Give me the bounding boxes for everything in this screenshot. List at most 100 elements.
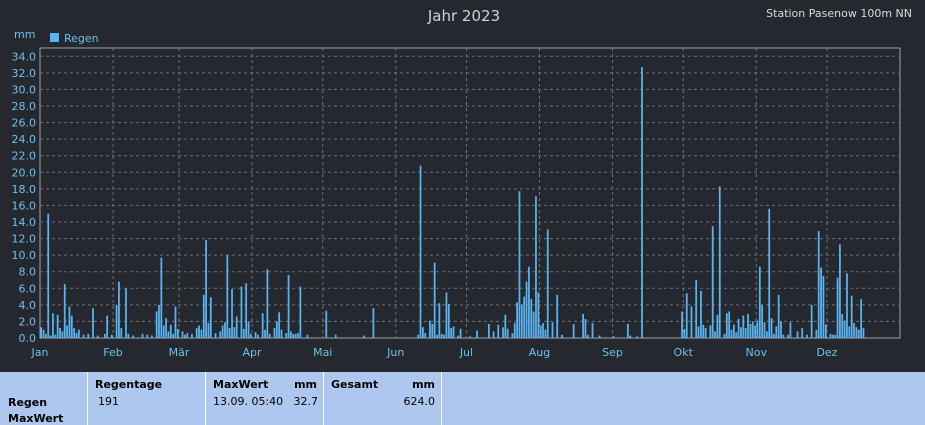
y-tick-label: 4.0 xyxy=(19,299,37,312)
rain-bar xyxy=(528,266,530,338)
rain-bar xyxy=(452,326,455,338)
rain-bar xyxy=(306,334,309,338)
rain-bar xyxy=(214,333,217,338)
x-tick-label: Dez xyxy=(816,346,837,359)
y-tick-label: 14.0 xyxy=(12,216,37,229)
rain-bar xyxy=(853,323,855,338)
x-tick-label: Mai xyxy=(313,346,332,359)
rain-bar xyxy=(290,331,292,338)
rain-bar xyxy=(292,333,295,338)
y-tick-label: 20.0 xyxy=(12,166,37,179)
rain-bar xyxy=(155,311,158,338)
y-tick-label: 28.0 xyxy=(12,100,37,113)
rain-bar xyxy=(591,323,594,338)
rain-bar xyxy=(766,331,768,338)
y-tick-label: 26.0 xyxy=(12,117,37,130)
rain-bar xyxy=(831,334,834,338)
rain-bar xyxy=(424,333,427,338)
rain-bar xyxy=(429,320,431,338)
x-tick-label: Nov xyxy=(746,346,768,359)
rain-bar xyxy=(181,331,184,338)
y-tick-label: 16.0 xyxy=(12,199,37,212)
rain-bar xyxy=(297,333,299,338)
rain-bar xyxy=(584,318,587,338)
rain-bar xyxy=(233,327,236,338)
rain-bar xyxy=(120,328,123,338)
rain-bar xyxy=(839,244,841,338)
rain-bar xyxy=(433,262,436,338)
rain-bar xyxy=(516,302,519,338)
rain-bar xyxy=(777,294,780,338)
rain-bar xyxy=(487,323,490,338)
grid-lines xyxy=(40,48,900,338)
rain-bar xyxy=(511,333,514,338)
rain-bar xyxy=(287,275,290,338)
rain-bar xyxy=(497,324,500,338)
rain-bar xyxy=(836,277,839,338)
rain-bar xyxy=(285,333,288,338)
rain-bar xyxy=(56,314,59,338)
rain-bar xyxy=(810,304,813,338)
row-label-maxwert: MaxWert xyxy=(8,412,64,425)
rain-bar xyxy=(629,335,632,338)
rain-bar xyxy=(822,275,825,338)
rain-bar xyxy=(221,325,224,338)
rain-bar xyxy=(443,334,445,338)
rain-bar xyxy=(513,323,516,338)
rain-bar xyxy=(78,329,80,338)
rain-bar xyxy=(242,328,245,338)
rain-bar xyxy=(431,323,434,338)
rain-bar xyxy=(191,333,193,338)
rain-bar xyxy=(160,257,163,338)
rain-bar xyxy=(82,334,85,338)
rain-bar xyxy=(561,334,563,338)
rain-bar xyxy=(806,334,808,338)
x-tick-label: Mär xyxy=(169,346,190,359)
rain-bar xyxy=(695,280,698,338)
rain-bar xyxy=(169,324,172,338)
rain-bar xyxy=(685,293,688,338)
rain-bar xyxy=(250,333,252,338)
rain-bar xyxy=(530,299,533,338)
rain-bar xyxy=(422,327,424,338)
rain-bar xyxy=(372,308,375,338)
rain-bar xyxy=(546,229,549,338)
rain-bar xyxy=(165,318,167,338)
rain-bar xyxy=(761,304,764,338)
row-label-regen: Regen xyxy=(8,396,48,409)
x-tick-label: Sep xyxy=(602,346,623,359)
rain-bar xyxy=(174,306,177,338)
rain-bar xyxy=(476,330,478,338)
rain-bar xyxy=(176,328,179,338)
rain-bar xyxy=(146,334,149,338)
x-tick-label: Aug xyxy=(529,346,550,359)
rain-bar xyxy=(228,328,231,338)
rain-bar xyxy=(551,322,554,338)
rain-bar xyxy=(115,304,118,338)
gesamt-value: 624.0 xyxy=(403,395,436,408)
rain-bar xyxy=(70,315,73,338)
rain-bar xyxy=(841,313,844,338)
gesamt-cell: Gesamt mm 624.0 xyxy=(323,372,441,425)
station-label: Station Pasenow 100m NN xyxy=(766,7,912,20)
rain-bar xyxy=(612,336,615,338)
gesamt-header: Gesamt xyxy=(331,378,379,391)
rain-bar xyxy=(820,267,822,338)
legend-label: Regen xyxy=(64,32,99,45)
rain-bar xyxy=(186,333,189,338)
rain-bar xyxy=(780,321,782,338)
rain-bar xyxy=(202,294,205,338)
rain-bar xyxy=(641,67,643,338)
legend-swatch xyxy=(50,33,59,42)
x-tick-label: Jan xyxy=(31,346,49,359)
rain-bar xyxy=(860,299,863,338)
regentage-value: 191 xyxy=(98,395,119,408)
rain-bar xyxy=(469,336,471,338)
rain-bar xyxy=(506,328,509,338)
rain-bar xyxy=(224,322,226,338)
rain-bar xyxy=(700,290,702,338)
rain-bar xyxy=(75,333,78,338)
rain-bar xyxy=(539,325,542,338)
maxwert-datetime: 13.09. 05:40 xyxy=(213,395,284,408)
x-tick-label: Jul xyxy=(459,346,473,359)
